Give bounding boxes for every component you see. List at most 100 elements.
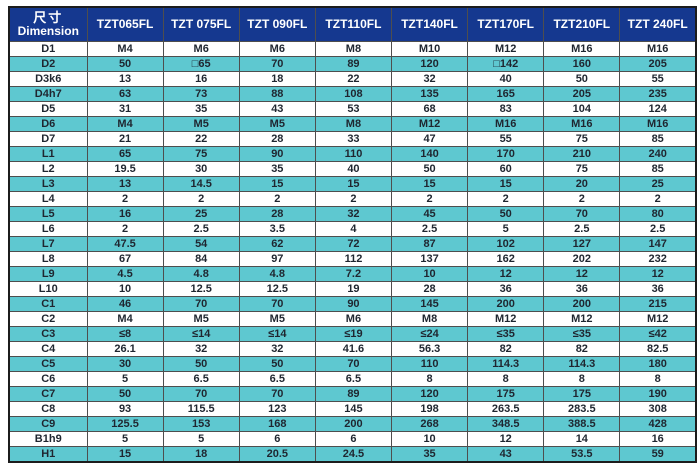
cell-value: 112 [314, 251, 393, 267]
cell-value: M8 [314, 41, 393, 57]
cell-value: 22 [314, 71, 393, 87]
row-label: D7 [8, 131, 88, 147]
cell-value: 2 [467, 191, 545, 207]
cell-value: 53 [314, 101, 393, 117]
table-row: C3 ≤8 ≤14 ≤14 ≤19 ≤24 ≤35 ≤35 ≤42 [8, 326, 697, 342]
cell-value: 108 [314, 86, 393, 102]
cell-value: 70 [238, 56, 316, 72]
row-label: C7 [8, 386, 88, 402]
cell-value: M5 [238, 311, 316, 327]
cell-value: 162 [467, 251, 545, 267]
row-label: L2 [8, 161, 88, 177]
cell-value: 104 [543, 101, 621, 117]
cell-value: 125.5 [86, 416, 164, 432]
cell-value: M16 [543, 116, 621, 132]
cell-value: 43 [467, 446, 545, 463]
cell-value: 88 [238, 86, 316, 102]
cell-value: 46 [86, 296, 164, 312]
table-row: D6 M4 M5 M5 M8 M12 M16 M16 M16 [8, 116, 697, 132]
cell-value: 13 [86, 71, 164, 87]
cell-value: 12 [467, 431, 545, 447]
cell-value: M5 [162, 116, 240, 132]
cell-value: 10 [86, 281, 164, 297]
cell-value: 110 [314, 146, 393, 162]
cell-value: M8 [314, 116, 393, 132]
cell-value: 50 [238, 356, 316, 372]
cell-value: 202 [543, 251, 621, 267]
cell-value: 5 [467, 221, 545, 237]
cell-value: M4 [86, 41, 164, 57]
cell-value: 308 [619, 401, 697, 417]
cell-value: 6 [238, 431, 316, 447]
table-row: L3 13 14.5 15 15 15 15 20 25 [8, 176, 697, 192]
cell-value: □65 [162, 56, 240, 72]
cell-value: 12 [467, 266, 545, 282]
row-label: C9 [8, 416, 88, 432]
cell-value: 8 [619, 371, 697, 387]
cell-value: 55 [619, 71, 697, 87]
table-row: C7 50 70 70 89 120 175 175 190 [8, 386, 697, 402]
row-label: D2 [8, 56, 88, 72]
cell-value: M6 [238, 41, 316, 57]
cell-value: M5 [238, 116, 316, 132]
row-label: C6 [8, 371, 88, 387]
cell-value: 198 [390, 401, 469, 417]
cell-value: 240 [619, 146, 697, 162]
cell-value: M4 [86, 311, 164, 327]
cell-value: 50 [162, 356, 240, 372]
cell-value: 4 [314, 221, 393, 237]
table-row: D3k6 13 16 18 22 32 40 50 55 [8, 71, 697, 87]
cell-value: 5 [86, 431, 164, 447]
cell-value: M16 [467, 116, 545, 132]
cell-value: 102 [467, 236, 545, 252]
dimension-table: 尺寸 Dimension TZT065FL TZT 075FL TZT 090FL T… [8, 6, 697, 463]
cell-value: 18 [238, 71, 316, 87]
table-row: D1 M4 M6 M6 M8 M10 M12 M16 M16 [8, 41, 697, 57]
cell-value: 8 [543, 371, 621, 387]
cell-value: 283.5 [543, 401, 621, 417]
cell-value: 63 [86, 86, 164, 102]
cell-value: 85 [619, 131, 697, 147]
cell-value: 2 [238, 191, 316, 207]
cell-value: 127 [543, 236, 621, 252]
cell-value: 268 [390, 416, 469, 432]
cell-value: 28 [390, 281, 469, 297]
cell-value: 70 [314, 356, 393, 372]
cell-value: 32 [314, 206, 393, 222]
cell-value: 90 [238, 146, 316, 162]
cell-value: 205 [543, 86, 621, 102]
cell-value: 205 [619, 56, 697, 72]
cell-value: 90 [314, 296, 393, 312]
cell-value: 160 [543, 56, 621, 72]
cell-value: 24.5 [314, 446, 393, 463]
cell-value: 215 [619, 296, 697, 312]
cell-value: 180 [619, 356, 697, 372]
row-label: H1 [8, 446, 88, 463]
row-label: L9 [8, 266, 88, 282]
cell-value: 388.5 [543, 416, 621, 432]
cell-value: 70 [543, 206, 621, 222]
cell-value: 2 [86, 191, 164, 207]
cell-value: 50 [86, 386, 164, 402]
row-label: C5 [8, 356, 88, 372]
cell-value: 82.5 [619, 341, 697, 357]
cell-value: M12 [619, 311, 697, 327]
column-header: TZT 240FL [619, 6, 697, 42]
cell-value: 110 [390, 356, 469, 372]
cell-value: 19 [314, 281, 393, 297]
cell-value: 75 [543, 161, 621, 177]
cell-value: 6 [314, 431, 393, 447]
cell-value: 6.5 [162, 371, 240, 387]
row-label: L4 [8, 191, 88, 207]
cell-value: 50 [390, 161, 469, 177]
cell-value: 20 [543, 176, 621, 192]
column-header: TZT 075FL [162, 6, 240, 42]
cell-value: 135 [390, 86, 469, 102]
cell-value: 47 [390, 131, 469, 147]
cell-value: 10 [390, 431, 469, 447]
cell-value: 55 [467, 131, 545, 147]
row-label: D3k6 [8, 71, 88, 87]
cell-value: 3.5 [238, 221, 316, 237]
cell-value: 210 [543, 146, 621, 162]
cell-value: 120 [390, 56, 469, 72]
